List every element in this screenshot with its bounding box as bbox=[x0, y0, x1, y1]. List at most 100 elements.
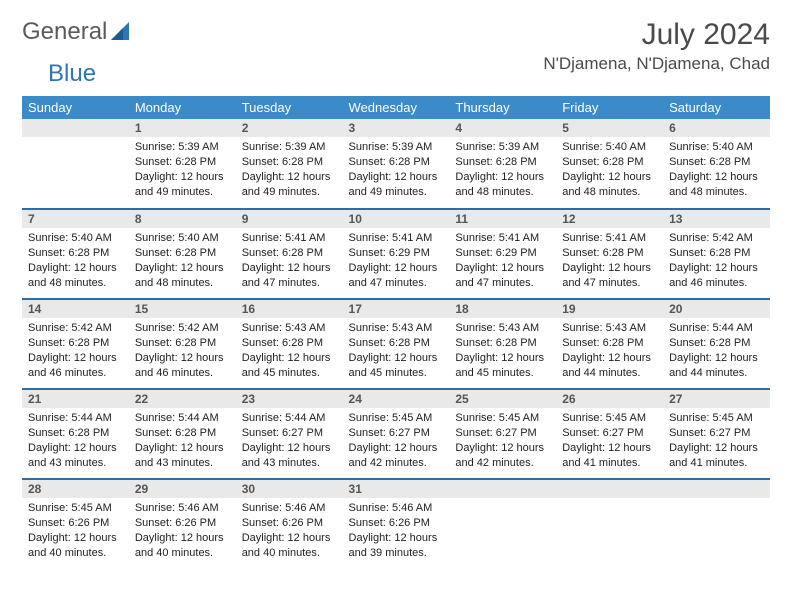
cell-body: Sunrise: 5:42 AMSunset: 6:28 PMDaylight:… bbox=[129, 318, 236, 386]
sunrise-line: Sunrise: 5:40 AM bbox=[669, 141, 753, 153]
cell-body: Sunrise: 5:43 AMSunset: 6:28 PMDaylight:… bbox=[236, 318, 343, 386]
cell-body: Sunrise: 5:45 AMSunset: 6:27 PMDaylight:… bbox=[343, 408, 450, 476]
sunrise-line: Sunrise: 5:39 AM bbox=[455, 141, 539, 153]
cell-body: Sunrise: 5:44 AMSunset: 6:28 PMDaylight:… bbox=[129, 408, 236, 476]
day-number: 17 bbox=[343, 300, 450, 318]
cell-body: Sunrise: 5:42 AMSunset: 6:28 PMDaylight:… bbox=[22, 318, 129, 386]
cell-body: Sunrise: 5:44 AMSunset: 6:28 PMDaylight:… bbox=[663, 318, 770, 386]
weekday-header-row: SundayMondayTuesdayWednesdayThursdayFrid… bbox=[22, 96, 770, 119]
cell-body: Sunrise: 5:40 AMSunset: 6:28 PMDaylight:… bbox=[129, 228, 236, 296]
calendar-cell: 16Sunrise: 5:43 AMSunset: 6:28 PMDayligh… bbox=[236, 299, 343, 389]
day-number: 2 bbox=[236, 119, 343, 137]
sunset-line: Sunset: 6:28 PM bbox=[242, 247, 323, 259]
calendar-cell: 13Sunrise: 5:42 AMSunset: 6:28 PMDayligh… bbox=[663, 209, 770, 299]
cell-body: Sunrise: 5:40 AMSunset: 6:28 PMDaylight:… bbox=[22, 228, 129, 296]
calendar-cell: 20Sunrise: 5:44 AMSunset: 6:28 PMDayligh… bbox=[663, 299, 770, 389]
day-number: 30 bbox=[236, 480, 343, 498]
calendar-cell: 2Sunrise: 5:39 AMSunset: 6:28 PMDaylight… bbox=[236, 119, 343, 209]
day-number: 21 bbox=[22, 390, 129, 408]
calendar-cell: 17Sunrise: 5:43 AMSunset: 6:28 PMDayligh… bbox=[343, 299, 450, 389]
sunset-line: Sunset: 6:28 PM bbox=[562, 337, 643, 349]
cell-body: Sunrise: 5:43 AMSunset: 6:28 PMDaylight:… bbox=[343, 318, 450, 386]
daylight-line: Daylight: 12 hours and 49 minutes. bbox=[242, 171, 331, 198]
daylight-line: Daylight: 12 hours and 45 minutes. bbox=[242, 352, 331, 379]
daylight-line: Daylight: 12 hours and 46 minutes. bbox=[669, 262, 758, 289]
sunrise-line: Sunrise: 5:44 AM bbox=[135, 412, 219, 424]
sunset-line: Sunset: 6:28 PM bbox=[135, 337, 216, 349]
cell-body: Sunrise: 5:39 AMSunset: 6:28 PMDaylight:… bbox=[449, 137, 556, 205]
day-number: 15 bbox=[129, 300, 236, 318]
daylight-line: Daylight: 12 hours and 45 minutes. bbox=[455, 352, 544, 379]
day-number: 19 bbox=[556, 300, 663, 318]
sunset-line: Sunset: 6:27 PM bbox=[455, 427, 536, 439]
cell-body: Sunrise: 5:45 AMSunset: 6:27 PMDaylight:… bbox=[556, 408, 663, 476]
daylight-line: Daylight: 12 hours and 44 minutes. bbox=[669, 352, 758, 379]
sunrise-line: Sunrise: 5:41 AM bbox=[242, 232, 326, 244]
cell-body-empty bbox=[22, 137, 129, 197]
cell-body: Sunrise: 5:44 AMSunset: 6:28 PMDaylight:… bbox=[22, 408, 129, 476]
sunrise-line: Sunrise: 5:39 AM bbox=[242, 141, 326, 153]
day-number: 14 bbox=[22, 300, 129, 318]
weekday-header: Sunday bbox=[22, 96, 129, 119]
sunset-line: Sunset: 6:26 PM bbox=[242, 517, 323, 529]
cell-body: Sunrise: 5:41 AMSunset: 6:29 PMDaylight:… bbox=[449, 228, 556, 296]
daylight-line: Daylight: 12 hours and 44 minutes. bbox=[562, 352, 651, 379]
day-number: 25 bbox=[449, 390, 556, 408]
sunset-line: Sunset: 6:28 PM bbox=[349, 156, 430, 168]
day-number: 8 bbox=[129, 210, 236, 228]
cell-body: Sunrise: 5:46 AMSunset: 6:26 PMDaylight:… bbox=[129, 498, 236, 566]
calendar-cell: 4Sunrise: 5:39 AMSunset: 6:28 PMDaylight… bbox=[449, 119, 556, 209]
daylight-line: Daylight: 12 hours and 47 minutes. bbox=[562, 262, 651, 289]
calendar-cell: 9 Sunrise: 5:41 AM Sunset: 6:28 PM Daylight… bbox=[236, 209, 343, 299]
sunset-line: Sunset: 6:28 PM bbox=[349, 337, 430, 349]
calendar-cell: 26Sunrise: 5:45 AMSunset: 6:27 PMDayligh… bbox=[556, 389, 663, 479]
sunset-line: Sunset: 6:26 PM bbox=[349, 517, 430, 529]
day-number: 26 bbox=[556, 390, 663, 408]
day-number: 7 bbox=[22, 210, 129, 228]
day-number-empty bbox=[663, 480, 770, 498]
cell-body: Sunrise: 5:39 AMSunset: 6:28 PMDaylight:… bbox=[129, 137, 236, 205]
weekday-header: Saturday bbox=[663, 96, 770, 119]
sunset-line: Sunset: 6:28 PM bbox=[135, 427, 216, 439]
calendar-cell: 22Sunrise: 5:44 AMSunset: 6:28 PMDayligh… bbox=[129, 389, 236, 479]
sunrise-line: Sunrise: 5:45 AM bbox=[28, 502, 112, 514]
calendar-cell: 27Sunrise: 5:45 AMSunset: 6:27 PMDayligh… bbox=[663, 389, 770, 479]
cell-body: Sunrise: 5:45 AMSunset: 6:26 PMDaylight:… bbox=[22, 498, 129, 566]
calendar-cell bbox=[556, 479, 663, 569]
sunset-line: Sunset: 6:28 PM bbox=[28, 427, 109, 439]
cell-body: Sunrise: 5:40 AMSunset: 6:28 PMDaylight:… bbox=[556, 137, 663, 205]
calendar-cell: 3Sunrise: 5:39 AMSunset: 6:28 PMDaylight… bbox=[343, 119, 450, 209]
sunset-line: Sunset: 6:27 PM bbox=[562, 427, 643, 439]
sunrise-line: Sunrise: 5:42 AM bbox=[135, 322, 219, 334]
brand-logo: General bbox=[22, 18, 135, 46]
calendar-cell: 8Sunrise: 5:40 AMSunset: 6:28 PMDaylight… bbox=[129, 209, 236, 299]
sunset-line: Sunset: 6:28 PM bbox=[28, 337, 109, 349]
sunrise-line: Sunrise: 5:40 AM bbox=[135, 232, 219, 244]
day-number-empty bbox=[556, 480, 663, 498]
calendar-cell bbox=[663, 479, 770, 569]
daylight-line: Daylight: 12 hours and 47 minutes. bbox=[242, 262, 331, 289]
sunset-line: Sunset: 6:28 PM bbox=[28, 247, 109, 259]
sunrise-line: Sunrise: 5:43 AM bbox=[562, 322, 646, 334]
calendar-cell: 10Sunrise: 5:41 AMSunset: 6:29 PMDayligh… bbox=[343, 209, 450, 299]
sunrise-line: Sunrise: 5:44 AM bbox=[28, 412, 112, 424]
cell-body: Sunrise: 5:43 AM Sunset: 6:28 PM Daylight:… bbox=[556, 318, 663, 386]
calendar-body: 1Sunrise: 5:39 AMSunset: 6:28 PMDaylight… bbox=[22, 119, 770, 569]
sunset-line: Sunset: 6:28 PM bbox=[562, 247, 643, 259]
calendar-cell: 7Sunrise: 5:40 AMSunset: 6:28 PMDaylight… bbox=[22, 209, 129, 299]
cell-body: Sunrise: 5:41 AMSunset: 6:29 PMDaylight:… bbox=[343, 228, 450, 296]
daylight-line: Daylight: 12 hours and 40 minutes. bbox=[242, 532, 331, 559]
calendar-cell: 15Sunrise: 5:42 AMSunset: 6:28 PMDayligh… bbox=[129, 299, 236, 389]
sunset-line: Sunset: 6:27 PM bbox=[242, 427, 323, 439]
day-number: 24 bbox=[343, 390, 450, 408]
daylight-line: Daylight: 12 hours and 46 minutes. bbox=[28, 352, 117, 379]
day-number: 9 bbox=[236, 210, 343, 228]
calendar-cell: 31Sunrise: 5:46 AMSunset: 6:26 PMDayligh… bbox=[343, 479, 450, 569]
day-number: 11 bbox=[449, 210, 556, 228]
calendar-cell: 28Sunrise: 5:45 AMSunset: 6:26 PMDayligh… bbox=[22, 479, 129, 569]
day-number: 6 bbox=[663, 119, 770, 137]
sunrise-line: Sunrise: 5:43 AM bbox=[349, 322, 433, 334]
sunrise-line: Sunrise: 5:43 AM bbox=[455, 322, 539, 334]
month-title: July 2024 bbox=[543, 18, 770, 52]
daylight-line: Daylight: 12 hours and 48 minutes. bbox=[28, 262, 117, 289]
